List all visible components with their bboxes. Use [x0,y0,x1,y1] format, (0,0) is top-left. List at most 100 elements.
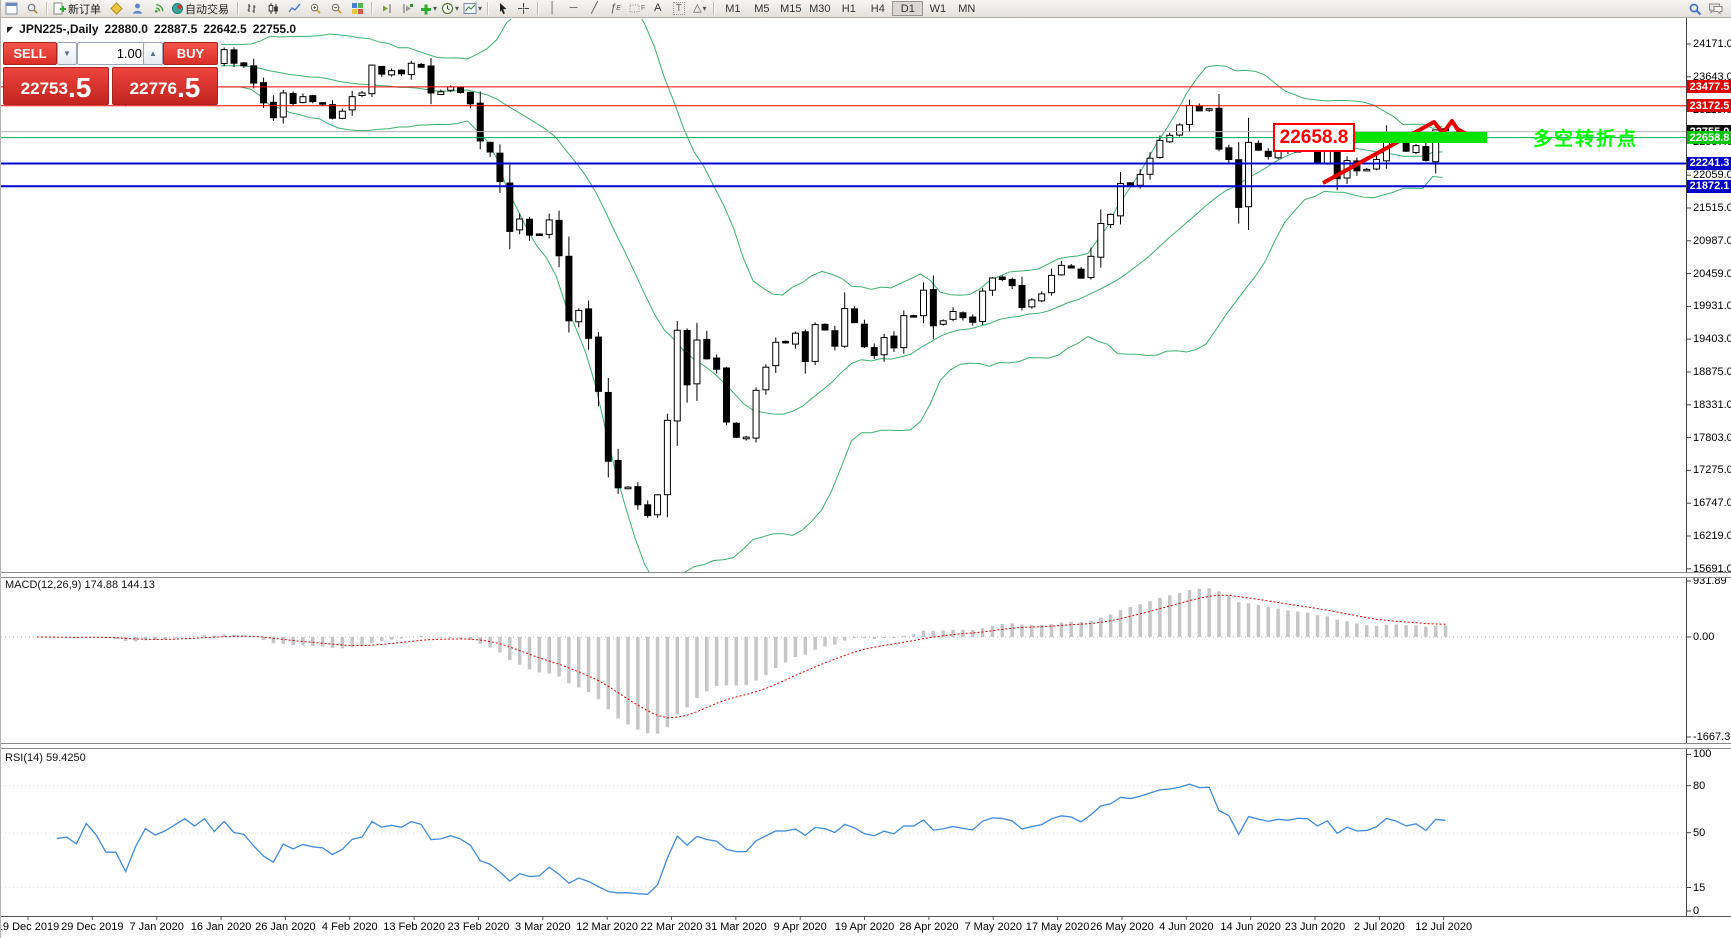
date-tick-label: 16 Jan 2020 [190,921,252,933]
metaeditor-icon[interactable] [106,1,127,16]
auto-trading-label: 自动交易 [185,3,229,16]
add-indicator-dropdown[interactable]: ▾ [418,1,439,16]
date-tick-label: 12 Mar 2020 [576,921,639,933]
toolbar-separator [713,2,716,15]
new-order-button[interactable]: 新订单 [51,1,106,16]
text-label-tool[interactable]: T [668,1,689,16]
volume-input[interactable] [77,42,149,65]
line-chart-type-button[interactable] [284,1,305,16]
channel-tool[interactable]: F [626,1,647,16]
date-tick-label: 7 May 2020 [964,921,1022,933]
zoom-out-button[interactable] [326,1,347,16]
chevron-down-icon: ▾ [455,4,460,13]
date-tick-label: 29 Dec 2019 [61,921,124,933]
chart-shift-button[interactable] [376,1,397,16]
macd-indicator [1,588,1686,734]
ohlc-close: 22755.0 [252,22,297,36]
toolbar-separator [237,2,239,15]
price-tick-label: 21515.0 [1693,202,1731,214]
cursor-button[interactable] [492,1,513,16]
axis-ticks [27,43,1691,920]
date-tick-label: 13 Feb 2020 [383,921,445,933]
price-tick-label: 19403.0 [1693,333,1731,346]
macd-tick-label: -1667.31 [1693,731,1731,743]
date-axis-line [1,916,1731,917]
period-dropdown[interactable]: ▾ [439,1,461,16]
volume-increase-button[interactable]: ▲ [143,42,163,65]
price-tick-label: 24171.0 [1693,38,1731,50]
buy-price-button[interactable]: 22776 .5 [112,67,218,105]
buy-price-int: 22776 [129,79,177,98]
rsi-tick-label: 50 [1693,826,1706,839]
date-tick-label: 9 Apr 2020 [773,921,827,933]
price-callout-box[interactable]: 22658.8 [1273,123,1355,152]
tile-windows-button[interactable] [347,1,368,16]
auto-scroll-button[interactable] [397,1,418,16]
timeframe-m15[interactable]: M15 [780,2,802,15]
price-tick-label: 18331.0 [1693,398,1731,411]
date-tick-label: 12 Jul 2020 [1415,921,1473,933]
timeframe-h4[interactable]: H4 [870,2,885,15]
date-tick-label: 22 Mar 2020 [640,921,703,933]
sell-button[interactable]: SELL [3,42,57,65]
buy-button[interactable]: BUY [163,42,218,65]
signal-icon[interactable] [148,1,169,16]
terminal-user-icon[interactable] [127,1,148,16]
new-chart-icon[interactable] [1,1,22,16]
rsi-tick-label: 0 [1693,905,1700,917]
search-icon[interactable] [1684,1,1705,16]
date-tick-label: 26 Jan 2020 [255,921,316,933]
volume-decrease-button[interactable]: ▼ [57,42,77,65]
date-tick-label: 14 Jun 2020 [1220,921,1281,933]
candle-chart-type-button[interactable] [263,1,284,16]
shapes-dropdown[interactable]: △ ▾ [693,2,707,14]
text-tool[interactable]: A [654,2,662,14]
crosshair-button[interactable] [513,1,534,16]
macd-pane-separator[interactable] [1,572,1731,578]
market-watch-icon[interactable] [22,1,43,16]
rsi-label: RSI(14) 59.4250 [5,752,86,764]
timeframe-m30[interactable]: M30 [809,2,831,15]
timeframe-mn[interactable]: MN [958,2,976,15]
timeframe-w1[interactable]: W1 [929,2,947,15]
macd-label: MACD(12,26,9) 174.88 144.13 [5,579,155,591]
price-tick-label: 18875.0 [1693,366,1731,378]
horizontal-line-tool[interactable]: ─ [569,2,578,14]
date-tick-label: 4 Jun 2020 [1159,921,1214,933]
chart-marker-icon: ◤ [7,24,14,34]
price-axis-border [1686,17,1687,917]
timeframe-m1[interactable]: M1 [725,2,741,15]
date-tick-label: 3 Mar 2020 [514,921,571,933]
bar-chart-type-button[interactable] [242,1,263,16]
timeframe-d1[interactable]: D1 [892,1,924,16]
price-callout-text: 22658.8 [1279,126,1349,148]
chart-symbol-title: JPN225-,Daily [19,22,99,36]
auto-trading-button[interactable]: 自动交易 [169,1,234,16]
sell-price-dec: .5 [67,72,92,103]
template-dropdown[interactable]: ▾ [461,1,484,16]
toolbar-separator [371,2,373,15]
date-tick-label: 17 May 2020 [1025,921,1090,933]
sell-price-button[interactable]: 22753 .5 [3,67,109,105]
rsi-pane-separator[interactable] [1,743,1731,749]
rsi-tick-label: 15 [1693,881,1706,894]
price-tick-label: 20459.0 [1693,267,1731,280]
vertical-line-tool[interactable]: │ [549,2,556,14]
trendline-tool[interactable]: ╱ [591,2,598,14]
toolbar-separator [46,2,48,15]
timeframe-m5[interactable]: M5 [754,2,770,15]
support-level-bar[interactable] [1355,132,1487,143]
macd-tick-label: 0.00 [1693,631,1715,643]
timeframe-h1[interactable]: H1 [841,2,856,15]
price-tick-label: 22059.0 [1693,169,1731,182]
zoom-in-button[interactable] [305,1,326,16]
rsi-tick-label: 100 [1693,748,1712,761]
candlesticks [33,44,1450,518]
price-badge: 21872.1 [1687,179,1731,193]
date-tick-label: 4 Feb 2020 [321,921,378,933]
sell-price-int: 22753 [20,79,68,98]
chat-icon[interactable] [1705,1,1726,16]
